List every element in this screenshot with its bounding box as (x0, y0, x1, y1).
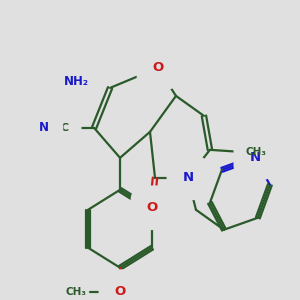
Text: N: N (249, 151, 260, 164)
Text: N: N (182, 171, 194, 184)
Text: O: O (114, 285, 126, 298)
Text: O: O (152, 61, 164, 74)
Text: NH₂: NH₂ (64, 75, 88, 88)
Text: O: O (146, 201, 158, 214)
Text: CH₃: CH₃ (246, 147, 267, 157)
Text: CH₃: CH₃ (65, 287, 86, 297)
Text: N: N (39, 122, 49, 134)
Text: C: C (60, 123, 68, 133)
